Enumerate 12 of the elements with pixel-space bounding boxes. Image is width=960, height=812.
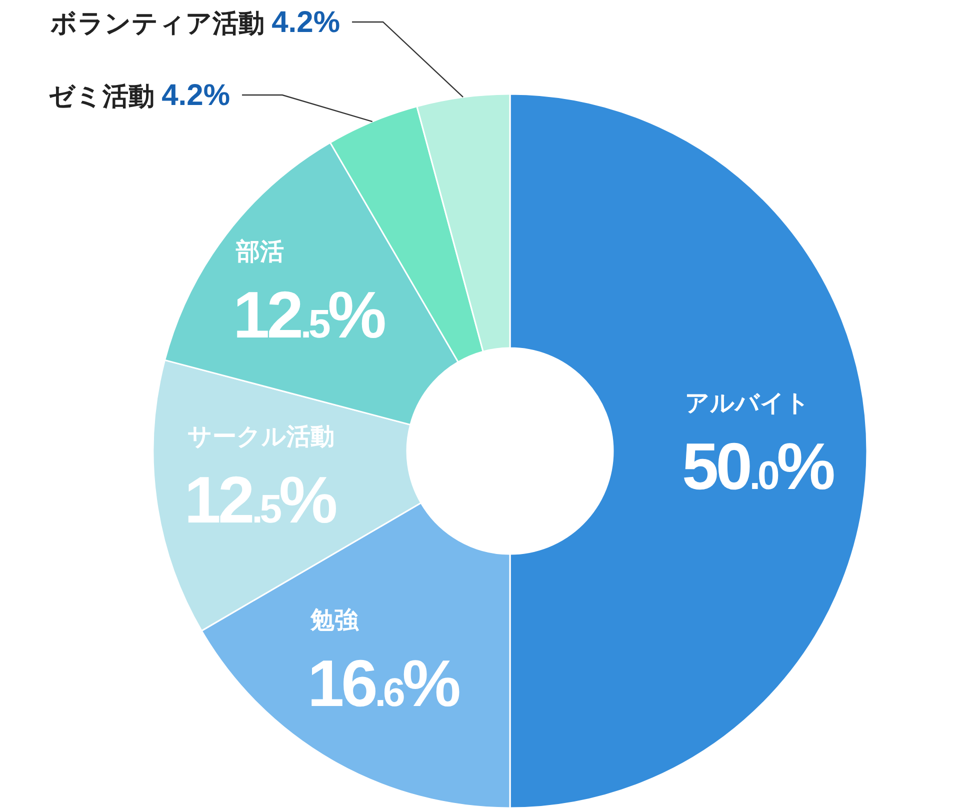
slice-label: 勉強 [309,606,360,634]
slice-label: ボランティア活動 [49,8,272,38]
data-label: 12.5% [233,278,385,352]
data-label: 4.2% [272,6,340,39]
slice-label: サークル活動 [187,424,334,451]
data-label: 50.0% [682,429,834,503]
slice-label: 部活 [235,238,284,266]
slice-label: アルバイト [685,390,810,417]
data-label: 4.2% [162,79,230,112]
slice-label: ゼミ活動 [48,81,162,111]
data-label: 16.6% [307,646,460,720]
data-label: 12.5% [184,462,336,537]
